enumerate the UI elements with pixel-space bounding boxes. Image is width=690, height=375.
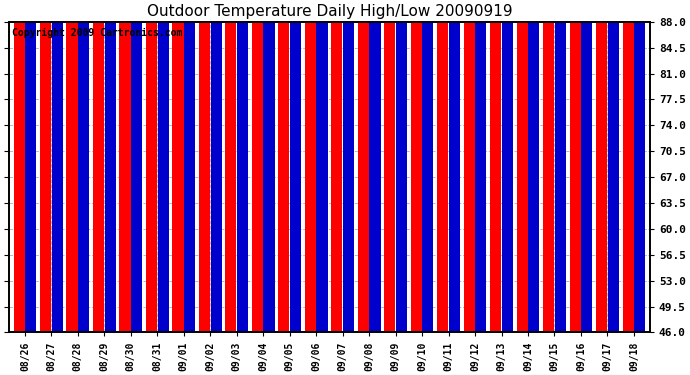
Bar (226, 0, 237, 332)
Bar (25, 0, 37, 332)
Bar (305, 0, 316, 332)
Bar (93, 0, 104, 332)
Bar (264, 0, 275, 332)
Bar (146, 0, 157, 332)
Bar (422, 0, 433, 332)
Bar (502, 0, 513, 332)
Title: Outdoor Temperature Daily High/Low 20090919: Outdoor Temperature Daily High/Low 20090… (146, 4, 512, 19)
Bar (464, 0, 475, 332)
Bar (317, 0, 328, 332)
Bar (396, 0, 407, 332)
Bar (40, 0, 51, 332)
Bar (252, 0, 263, 332)
Bar (490, 0, 501, 332)
Bar (237, 0, 248, 332)
Bar (529, 0, 540, 332)
Bar (622, 0, 633, 332)
Bar (210, 0, 221, 332)
Bar (384, 0, 395, 332)
Bar (569, 0, 581, 332)
Bar (357, 0, 369, 332)
Bar (369, 0, 380, 332)
Bar (343, 0, 354, 332)
Bar (131, 0, 142, 332)
Bar (634, 0, 645, 332)
Bar (437, 0, 448, 332)
Bar (52, 0, 63, 332)
Bar (608, 0, 619, 332)
Bar (543, 0, 554, 332)
Bar (66, 0, 77, 332)
Bar (596, 0, 607, 332)
Text: Copyright 2009 Cartronics.com: Copyright 2009 Cartronics.com (12, 28, 183, 38)
Bar (172, 0, 184, 332)
Bar (411, 0, 422, 332)
Bar (290, 0, 301, 332)
Bar (331, 0, 342, 332)
Bar (448, 0, 460, 332)
Bar (157, 0, 168, 332)
Bar (119, 0, 130, 332)
Bar (14, 0, 25, 332)
Bar (475, 0, 486, 332)
Bar (78, 0, 89, 332)
Bar (278, 0, 289, 332)
Bar (105, 0, 116, 332)
Bar (517, 0, 528, 332)
Bar (581, 0, 592, 332)
Bar (184, 0, 195, 332)
Bar (555, 0, 566, 332)
Bar (199, 0, 210, 332)
